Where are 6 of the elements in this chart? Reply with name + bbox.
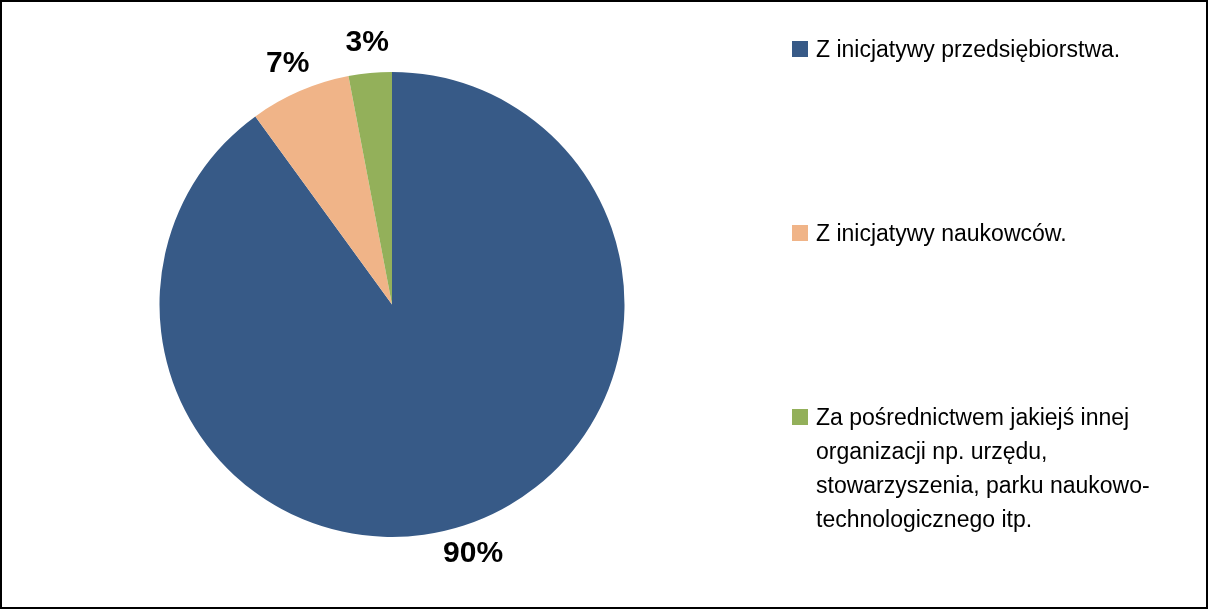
data-label: 90% — [443, 535, 504, 569]
data-label: 7% — [266, 44, 310, 78]
data-label: 3% — [345, 24, 389, 58]
legend-label: Z inicjatywy przedsiębiorstwa. — [816, 35, 1121, 64]
legend-label: Za pośrednictwem jakiejś innej organizacji np. urzędu, stowarzyszenia, parku naukowo- technologicznego itp. — [816, 403, 1151, 534]
legend-label: Z inicjatywy naukowców. — [816, 219, 1067, 248]
